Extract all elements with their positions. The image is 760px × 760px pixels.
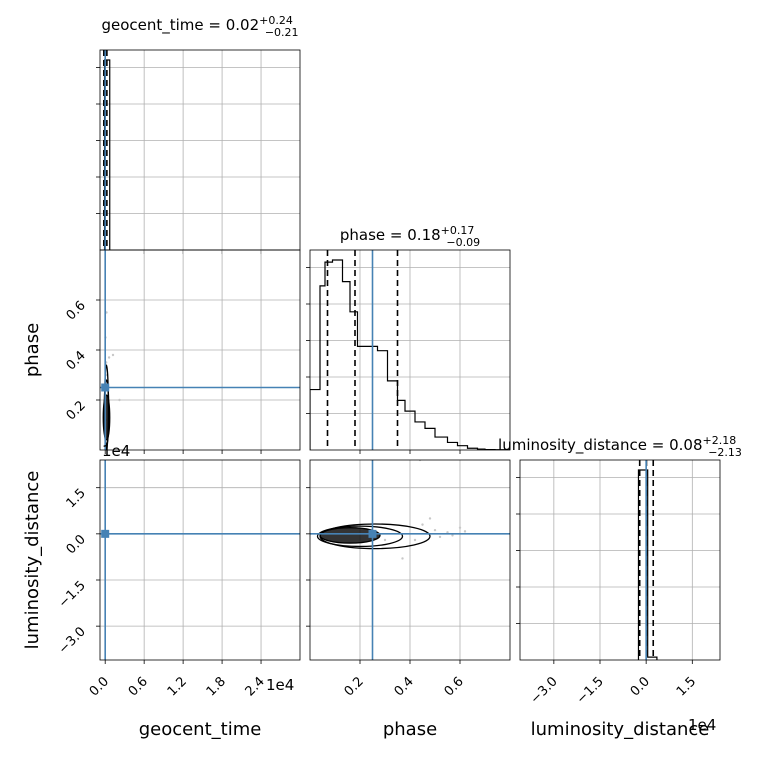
- x-tick-label: −3.0: [528, 674, 561, 707]
- scatter-point: [118, 398, 121, 402]
- x-axis-label-geocent_time: geocent_time: [139, 719, 262, 740]
- x-axis-label-luminosity_distance: luminosity_distance: [531, 719, 710, 740]
- scatter-point: [111, 353, 115, 357]
- x-tick-label: 0.2: [342, 674, 367, 699]
- x-tick-label: 2.4: [243, 674, 268, 699]
- offset-label-luminosity_distance-y: 1e4: [102, 442, 130, 460]
- panel-phase-hist: [306, 249, 511, 454]
- scatter-point: [413, 538, 417, 542]
- panel-grid: [310, 250, 510, 450]
- x-axis-label-phase: phase: [383, 719, 437, 740]
- scatter-point: [428, 517, 432, 520]
- panel-content: [100, 250, 300, 450]
- y-tick-label: −1.5: [56, 578, 89, 611]
- panel-frame: [99, 49, 301, 251]
- panel-content: [310, 250, 510, 450]
- y-tick-label: 0.6: [64, 298, 89, 323]
- x-tick-label: 1.2: [165, 674, 190, 699]
- contour-level-1: [316, 525, 404, 548]
- truth-marker: [101, 529, 110, 538]
- x-tick-label: 1.5: [674, 674, 699, 699]
- scatter-point: [451, 534, 454, 537]
- panel-grid: [100, 50, 300, 250]
- x-tick-label: 0.0: [87, 674, 112, 699]
- scatter-point: [446, 531, 449, 534]
- scatter-point: [383, 538, 387, 542]
- panel-luminosity_distance-hist: −3.0 −1.5 0.0 1.5: [516, 459, 721, 707]
- x-tick-label: 1.8: [204, 674, 229, 699]
- y-axis-label-phase: phase: [22, 323, 43, 377]
- panel-frame: [99, 459, 301, 661]
- scatter-point: [458, 526, 462, 529]
- scatter-point: [107, 356, 111, 359]
- y-tick-label: −3.0: [56, 624, 89, 657]
- histogram-phase: [310, 259, 510, 450]
- panel-geocent_time-vs-luminosity_distance: 0.0 0.6 1.2 1.8 2.4 −3.0 −1.5 0.0 1.5: [56, 459, 301, 699]
- truth-marker: [101, 383, 110, 392]
- panel-content: [100, 460, 300, 660]
- y-tick-label: 0.4: [64, 348, 89, 373]
- panel-title-geocent_time: geocent_time = 0.02+0.24 −0.21: [101, 14, 298, 39]
- panel-title-phase: phase = 0.18+0.17 −0.09: [340, 224, 480, 249]
- x-tick-label: 0.6: [126, 674, 151, 699]
- scatter-point: [421, 523, 424, 526]
- truth-marker: [368, 529, 377, 538]
- panel-geocent_time-hist: [96, 49, 301, 254]
- scatter-point: [438, 535, 442, 539]
- panel-content: [637, 460, 658, 660]
- histogram-luminosity_distance: [637, 469, 658, 660]
- y-tick-label: 0.0: [64, 532, 89, 557]
- x-tick-label: −1.5: [574, 674, 607, 707]
- offset-label-luminosity_distance-x: 1e4: [688, 716, 716, 734]
- scatter-point: [401, 557, 404, 560]
- panel-content: [310, 460, 510, 660]
- panel-grid: [100, 250, 300, 450]
- panel-content: [103, 50, 111, 250]
- scatter-point: [433, 528, 437, 532]
- offset-label-geocent_time: 1e4: [266, 676, 294, 694]
- y-tick-label: 0.2: [64, 398, 89, 423]
- y-tick-label: 1.5: [64, 486, 89, 511]
- panel-geocent_time-vs-phase: 0.2 0.4 0.6: [64, 249, 301, 454]
- x-tick-label: 0.6: [442, 674, 467, 699]
- x-tick-label: 0.4: [392, 674, 417, 699]
- y-axis-label-luminosity_distance: luminosity_distance: [22, 471, 43, 650]
- panel-grid: [310, 460, 510, 660]
- panel-phase-vs-luminosity_distance: 0.2 0.4 0.6: [306, 459, 511, 699]
- panel-grid: [520, 460, 720, 660]
- contour-level-2: [319, 523, 431, 550]
- x-tick-label: 0.0: [628, 674, 653, 699]
- panel-frame: [519, 459, 721, 661]
- scatter-point: [463, 530, 467, 533]
- panel-title-luminosity_distance: luminosity_distance = 0.08+2.18 −2.13: [498, 434, 742, 459]
- panel-grid: [100, 460, 300, 660]
